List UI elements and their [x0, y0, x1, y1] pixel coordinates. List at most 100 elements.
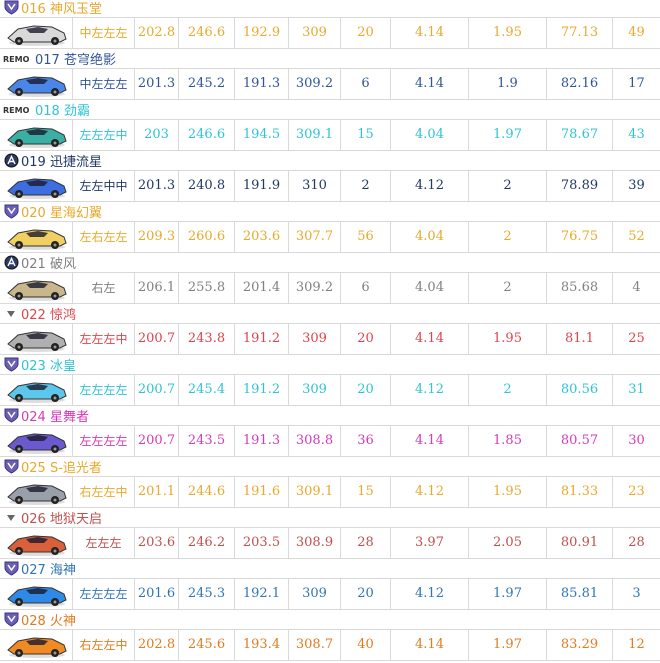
car-entry: 016 神风玉堂 中左左左 202.8 246.6 192.9 309 20 4.14 1.95… — [0, 0, 660, 49]
stat-cell: 192.9 — [234, 18, 288, 48]
stat-cell: 85.68 — [546, 273, 612, 303]
car-code: 027 — [21, 563, 46, 578]
stat-cell: 307.7 — [288, 222, 340, 252]
svg-text:REMO: REMO — [3, 55, 30, 64]
stat-cell: 309.2 — [288, 273, 340, 303]
stat-cell: 39 — [612, 171, 660, 201]
car-image — [4, 20, 70, 47]
stat-cell: 206.1 — [134, 273, 178, 303]
shield-icon — [2, 408, 20, 424]
car-entry: 019 迅捷流星 左左中中 201.3 240.8 191.9 310 2 4.12 2 78.8… — [0, 151, 660, 202]
stat-cell: 28 — [340, 528, 390, 558]
table-row: 右左左中 202.8 245.6 193.4 308.7 40 4.14 1.97 83.29 1… — [0, 629, 660, 661]
car-header: 022 惊鸿 — [0, 304, 660, 323]
route-cell: 左左中中 — [72, 171, 134, 201]
car-header: 020 星海幻翼 — [0, 202, 660, 221]
stat-cell: 4.12 — [390, 375, 468, 405]
stat-cell: 203.5 — [234, 528, 288, 558]
car-image — [4, 581, 70, 608]
car-title: 火神 — [50, 614, 76, 629]
car-name: 021 破风 — [21, 253, 76, 272]
stat-cell: 194.5 — [234, 120, 288, 150]
stat-cell: 203.6 — [134, 528, 178, 558]
remo-logo: REMO — [2, 51, 34, 67]
car-code: 025 — [21, 461, 46, 476]
stat-cell: 255.8 — [178, 273, 234, 303]
car-title: 海神 — [50, 563, 76, 578]
route-cell: 右左左中 — [72, 477, 134, 507]
stat-cell: 77.13 — [546, 18, 612, 48]
stat-cell: 52 — [612, 222, 660, 252]
stat-cell: 20 — [340, 579, 390, 609]
stat-cell: 1.95 — [468, 324, 546, 354]
car-header: 024 星舞者 — [0, 406, 660, 425]
table-row: 中左左左 201.3 245.2 191.3 309.2 6 4.14 1.9 82.16 17 — [0, 68, 660, 100]
stat-cell: 15 — [340, 477, 390, 507]
stat-cell: 309 — [288, 579, 340, 609]
stat-cell: 209.3 — [134, 222, 178, 252]
car-entry: 028 火神 右左左中 202.8 245.6 193.4 308.7 40 4.14 1.97… — [0, 610, 660, 661]
stat-cell: 20 — [340, 18, 390, 48]
car-code: 021 — [21, 257, 46, 272]
stat-cell: 192.1 — [234, 579, 288, 609]
car-code: 017 — [35, 53, 60, 68]
stat-cell: 243.5 — [178, 426, 234, 456]
car-name: 025 S-追光者 — [21, 457, 102, 476]
car-image — [4, 326, 70, 353]
stat-cell: 3.97 — [390, 528, 468, 558]
stat-cell: 2 — [468, 222, 546, 252]
car-title: 破风 — [50, 257, 76, 272]
stat-cell: 4.04 — [390, 273, 468, 303]
car-entry: 024 星舞者 左左左左 200.7 243.5 191.3 308.8 36 4.14 1.8… — [0, 406, 660, 457]
stat-cell: 80.91 — [546, 528, 612, 558]
car-title: 迅捷流星 — [50, 155, 102, 170]
car-entry: REMO 017 苍穹绝影 中左左左 201.3 245.2 191.3 309.2 6 4.1… — [0, 49, 660, 100]
car-entry: 027 海神 左左左左 201.6 245.3 192.1 309 20 4.12 1.97 85… — [0, 559, 660, 610]
stat-cell: 191.2 — [234, 375, 288, 405]
stat-cell: 246.6 — [178, 18, 234, 48]
stat-cell: 246.2 — [178, 528, 234, 558]
stat-cell: 3 — [612, 579, 660, 609]
shield-icon — [2, 459, 20, 475]
stat-cell: 246.6 — [178, 120, 234, 150]
stat-cell: 17 — [612, 69, 660, 99]
car-code: 018 — [35, 104, 60, 119]
stat-cell: 245.2 — [178, 69, 234, 99]
table-row: 中左左左 202.8 246.6 192.9 309 20 4.14 1.95 77.13 49 — [0, 17, 660, 49]
stat-cell: 1.95 — [468, 477, 546, 507]
chevron-down-icon — [2, 510, 20, 526]
route-cell: 左左左中 — [72, 120, 134, 150]
car-title: 劲霸 — [64, 104, 90, 119]
stat-cell: 309 — [288, 375, 340, 405]
car-entry: 020 星海幻翼 左右左左 209.3 260.6 203.6 307.7 56 4.04 2 7… — [0, 202, 660, 253]
car-image — [4, 71, 70, 98]
stat-cell: 191.3 — [234, 426, 288, 456]
stat-cell: 43 — [612, 120, 660, 150]
stat-cell: 2 — [340, 171, 390, 201]
car-title: S-追光者 — [50, 461, 102, 476]
stat-cell: 4.14 — [390, 324, 468, 354]
car-header: 023 冰皇 — [0, 355, 660, 374]
stat-cell: 31 — [612, 375, 660, 405]
stat-cell: 56 — [340, 222, 390, 252]
stat-cell: 308.8 — [288, 426, 340, 456]
stat-cell: 244.6 — [178, 477, 234, 507]
car-header: REMO 017 苍穹绝影 — [0, 49, 660, 68]
route-cell: 左右左左 — [72, 222, 134, 252]
table-row: 左左左 203.6 246.2 203.5 308.9 28 3.97 2.05 80.91 28 — [0, 527, 660, 559]
table-row: 左左左左 200.7 243.5 191.3 308.8 36 4.14 1.85 80.57 3… — [0, 425, 660, 457]
table-row: 左左左中 203 246.6 194.5 309.1 15 4.04 1.97 78.67 43 — [0, 119, 660, 151]
shield-icon — [2, 204, 20, 220]
route-cell: 左左左左 — [72, 579, 134, 609]
car-header: 019 迅捷流星 — [0, 151, 660, 170]
stat-cell: 15 — [340, 120, 390, 150]
car-title: 星海幻翼 — [50, 206, 102, 221]
stat-cell: 201.1 — [134, 477, 178, 507]
car-entry: REMO 018 劲霸 左左左中 203 246.6 194.5 309.1 15 4.04 1.… — [0, 100, 660, 151]
stat-cell: 49 — [612, 18, 660, 48]
car-entry: 021 破风 右左 206.1 255.8 201.4 309.2 6 4.04 2 85.68 4 — [0, 253, 660, 304]
stat-cell: 191.6 — [234, 477, 288, 507]
stat-cell: 4.12 — [390, 477, 468, 507]
stat-cell: 78.67 — [546, 120, 612, 150]
